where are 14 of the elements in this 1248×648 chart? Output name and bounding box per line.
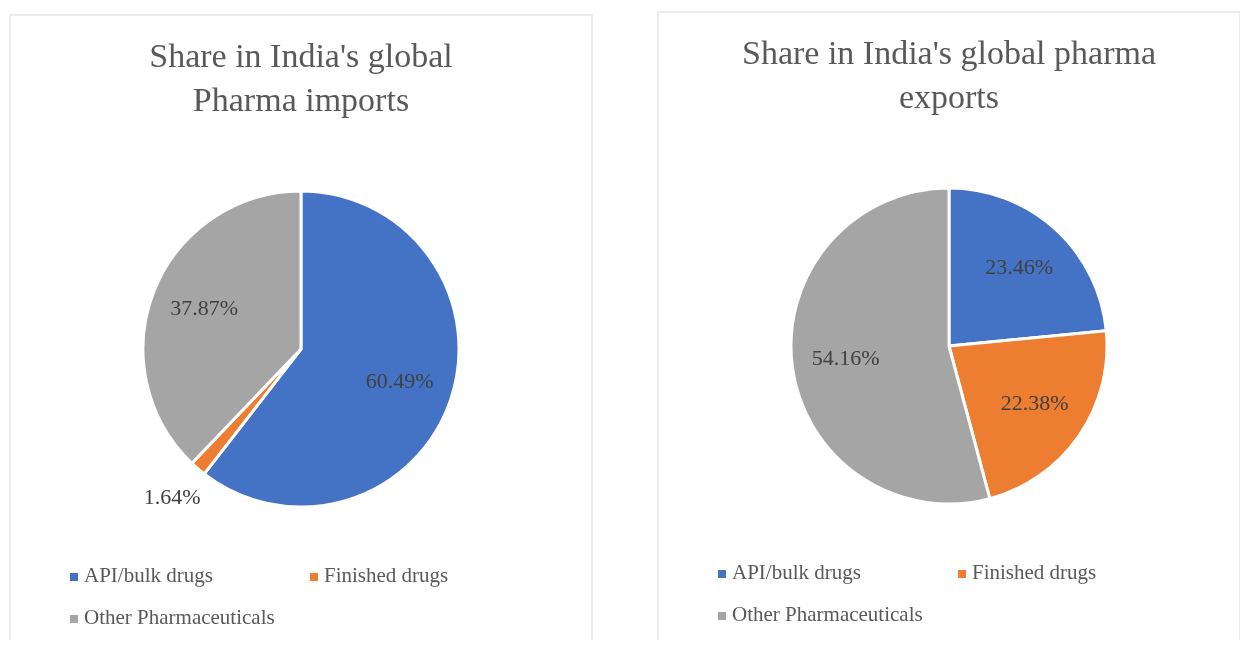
legend-label: Other Pharmaceuticals [732, 601, 923, 626]
chart-title: Share in India's global Pharma imports [149, 37, 453, 118]
legend-label: Finished drugs [972, 559, 1097, 584]
data-label: 1.64% [143, 483, 201, 509]
legend-label: API/bulk drugs [732, 559, 861, 584]
data-label: 37.87% [170, 295, 239, 321]
legend-label: Finished drugs [324, 562, 449, 587]
data-label: 22.38% [1000, 390, 1069, 416]
legend-label: API/bulk drugs [84, 562, 213, 587]
legend-label: Other Pharmaceuticals [84, 604, 275, 629]
data-label: 60.49% [365, 367, 434, 393]
data-label: 23.46% [985, 253, 1053, 279]
data-label: 54.16% [811, 344, 880, 370]
chart-title: Share in India's global pharma exports [741, 34, 1157, 115]
